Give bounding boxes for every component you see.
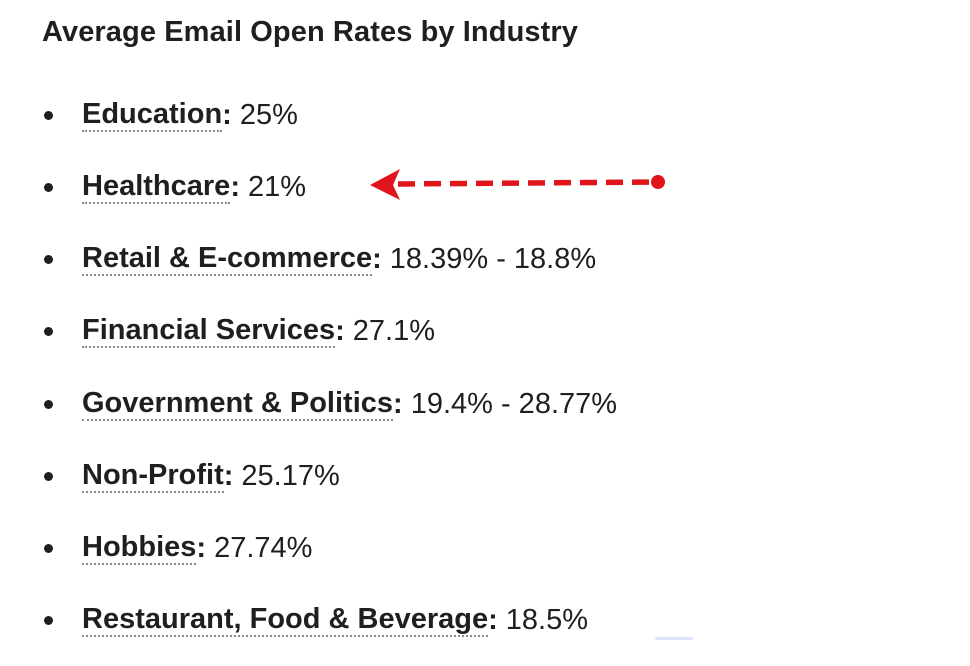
bullet-icon <box>44 110 53 120</box>
colon: : <box>488 603 498 636</box>
list-item-retail-ecommerce: Retail & E-commerce: 18.39% - 18.8% <box>44 239 596 279</box>
list-item-government-politics: Government & Politics: 19.4% - 28.77% <box>44 384 617 424</box>
colon: : <box>196 531 207 564</box>
colon: : <box>335 314 345 347</box>
list-item-hobbies: Hobbies: 27.74% <box>44 528 312 568</box>
bullet-icon <box>44 326 53 336</box>
industry-rate: 27.74% <box>214 531 313 564</box>
industry-name[interactable]: Non-Profit <box>82 458 224 493</box>
bullet-icon <box>44 543 53 553</box>
industry-rate: 25% <box>239 98 298 131</box>
industry-name[interactable]: Healthcare <box>82 169 231 204</box>
arrow-line <box>370 169 665 200</box>
industry-rate: 25.17% <box>241 459 340 492</box>
bullet-icon <box>44 471 53 481</box>
industry-rate: 21% <box>247 170 307 203</box>
scroll-indicator <box>655 637 693 640</box>
bullet-icon <box>44 399 53 409</box>
industry-name[interactable]: Government & Politics <box>82 386 394 421</box>
colon: : <box>222 98 232 131</box>
colon: : <box>372 242 382 275</box>
list-item-healthcare: Healthcare: 21% <box>44 167 306 207</box>
list-item-financial-services: Financial Services: 27.1% <box>44 311 435 351</box>
dashed-arrow-left-icon <box>370 169 665 200</box>
arrow-tail-dot <box>651 175 665 189</box>
list-item-non-profit: Non-Profit: 25.17% <box>44 456 340 496</box>
industry-rate: 18.5% <box>505 603 589 636</box>
arrow-head <box>370 169 400 200</box>
industry-name[interactable]: Education <box>82 97 223 132</box>
industry-name[interactable]: Restaurant, Food & Beverage <box>82 602 489 637</box>
list-item-education: Education: 25% <box>44 95 298 135</box>
bullet-icon <box>44 182 53 192</box>
page-title: Average Email Open Rates by Industry <box>42 16 578 48</box>
colon: : <box>393 387 403 420</box>
industry-rate: 27.1% <box>352 314 435 347</box>
industry-name[interactable]: Retail & E-commerce <box>82 241 373 276</box>
industry-rate: 19.4% - 28.77% <box>410 387 618 420</box>
bullet-icon <box>44 615 53 625</box>
list-item-restaurant-food-beverage: Restaurant, Food & Beverage: 18.5% <box>44 600 588 640</box>
arrow-shaft <box>397 179 659 187</box>
industry-rate: 18.39% - 18.8% <box>389 242 597 275</box>
colon: : <box>230 170 240 203</box>
colon: : <box>223 459 234 492</box>
industry-name[interactable]: Hobbies <box>82 530 197 565</box>
bullet-icon <box>44 254 53 264</box>
industry-name[interactable]: Financial Services <box>82 313 336 348</box>
